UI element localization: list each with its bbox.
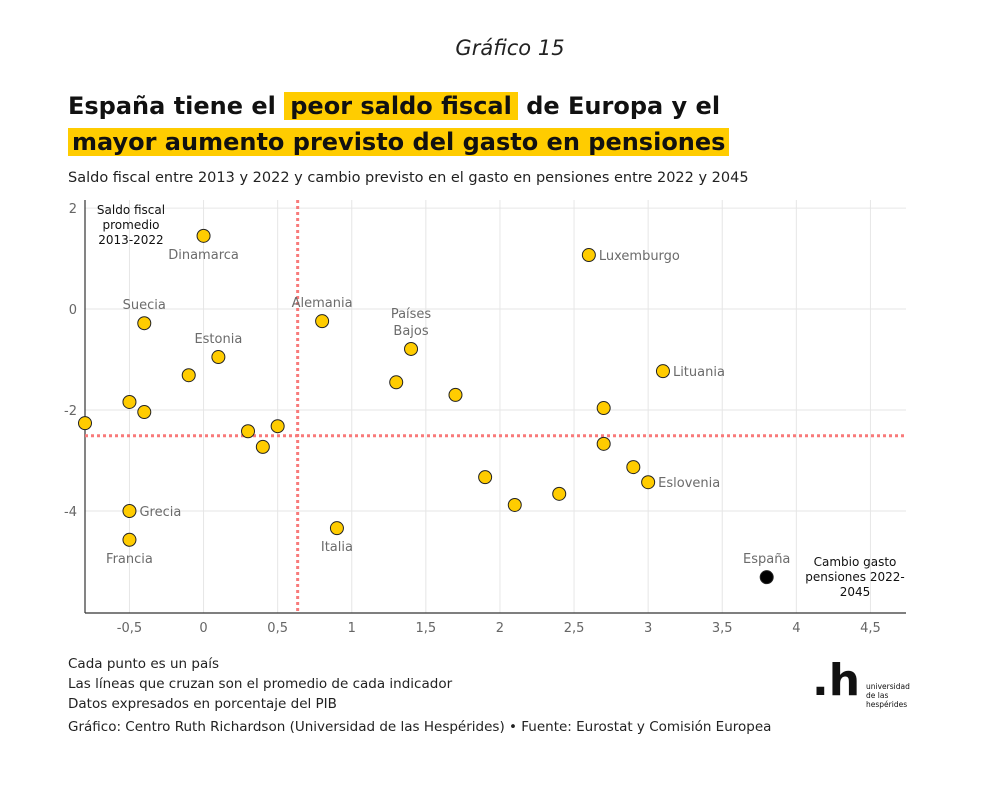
data-point [122,532,137,547]
data-point [241,424,256,439]
title-text: España tiene el [68,92,285,120]
data-point [270,419,285,434]
data-point [581,248,596,263]
y-axis-title: 2013-2022 [98,233,163,247]
point-label: España [743,552,790,567]
title-highlight: peor saldo fiscal [284,92,518,120]
data-point [137,405,152,420]
x-tick-label: 4 [792,621,800,636]
y-tick-label: -4 [64,505,77,520]
x-tick-label: -0,5 [117,621,142,636]
x-tick-label: 0 [199,621,207,636]
title-text: de Europa y el [517,92,721,120]
data-point [596,401,611,416]
data-point [641,475,656,490]
x-axis-title: Cambio gasto [814,555,897,569]
point-label: Países [391,307,432,322]
x-axis-title: 2045 [840,585,871,599]
point-label: Estonia [194,332,242,347]
point-label: Eslovenia [658,476,720,491]
logo-mark: .h [812,655,861,706]
x-tick-label: 2 [496,621,504,636]
note-2: Las líneas que cruzan son el promedio de… [68,676,453,692]
x-tick-label: 4,5 [860,621,881,636]
point-label: Luxemburgo [599,249,680,264]
note-1: Cada punto es un país [68,656,220,672]
point-label: Alemania [292,296,353,311]
point-label: Suecia [123,298,166,313]
logo-line: hespérides [866,700,908,709]
x-tick-label: 0,5 [267,621,288,636]
data-point [181,368,196,383]
data-point [448,387,463,402]
data-point [211,350,226,365]
x-tick-label: 3 [644,621,652,636]
point-label: Grecia [139,505,181,520]
data-point [255,439,270,454]
data-point [315,314,330,329]
point-highlight [759,570,774,585]
data-point [122,394,137,409]
logo-line: universidad [866,682,910,691]
y-tick-label: 2 [69,202,77,217]
y-tick-label: 0 [69,303,77,318]
data-point [137,316,152,331]
point-label: Bajos [393,324,428,339]
x-tick-label: 1 [348,621,356,636]
chart-number: Gráfico 15 [455,36,565,60]
data-point [78,416,92,431]
x-tick-label: 2,5 [564,621,585,636]
data-point [404,341,419,356]
data-point [552,486,567,501]
subtitle: Saldo fiscal entre 2013 y 2022 y cambio … [68,170,749,186]
data-point [389,375,404,390]
data-point [329,521,344,536]
data-point [507,497,522,512]
x-axis-title: pensiones 2022- [805,570,904,584]
point-label: Dinamarca [168,248,239,263]
data-point [626,460,641,475]
data-point [196,228,211,243]
point-label: Francia [106,552,153,567]
data-point [596,436,611,451]
data-point [122,504,137,519]
logo-line: de las [866,691,889,700]
note-3: Datos expresados en porcentaje del PIB [68,696,337,712]
university-logo: .h universidad de las hespérides [812,658,942,710]
x-tick-label: 3,5 [712,621,733,636]
logo-text: universidad de las hespérides [866,682,910,709]
x-tick-label: 1,5 [416,621,437,636]
y-axis-title: promedio [103,218,160,232]
title-highlight: mayor aumento previsto del gasto en pens… [68,128,730,156]
data-point [478,470,493,485]
source-credit: Gráfico: Centro Ruth Richardson (Univers… [68,719,772,735]
y-axis-title: Saldo fiscal [97,203,165,217]
data-point [655,364,670,379]
title-line-2: mayor aumento previsto del gasto en pens… [68,126,730,158]
y-tick-label: -2 [64,404,77,419]
title-line-1: España tiene el peor saldo fiscal de Eur… [68,90,720,122]
point-label: Lituania [673,365,725,380]
point-label: Italia [321,540,353,555]
